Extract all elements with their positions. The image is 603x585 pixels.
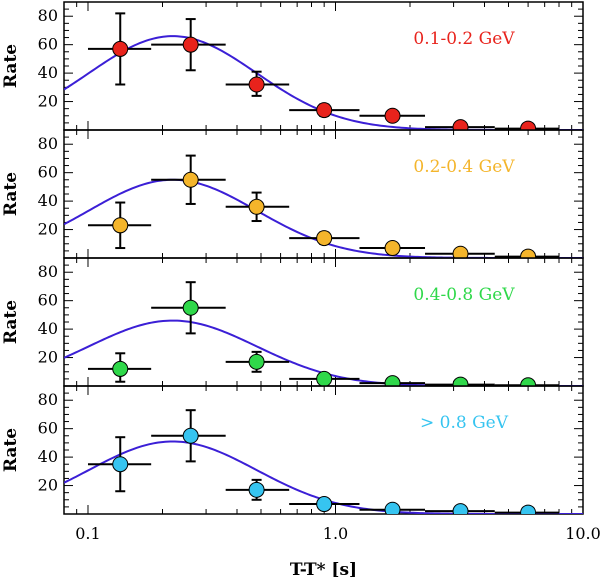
- data-point: [316, 230, 333, 247]
- data-point: [452, 376, 469, 386]
- energy-band-label: 0.2-0.4 GeV: [413, 157, 515, 177]
- data-point: [316, 496, 333, 513]
- y-tick-label: 80: [38, 262, 58, 281]
- energy-band-label: 0.1-0.2 GeV: [413, 29, 515, 49]
- data-point: [520, 504, 537, 514]
- data-point: [248, 353, 265, 370]
- data-point: [112, 360, 129, 377]
- data-point: [182, 427, 199, 444]
- y-tick-label: 60: [38, 35, 58, 54]
- y-tick-label: 20: [38, 220, 58, 239]
- x-tick-label: 10.0: [565, 524, 601, 543]
- x-axis-label: T-T* [s]: [290, 560, 357, 580]
- y-tick-label: 40: [38, 63, 58, 82]
- data-point: [452, 245, 469, 258]
- data-point: [384, 107, 401, 124]
- y-tick-label: 80: [38, 6, 58, 25]
- data-point: [452, 503, 469, 514]
- data-point: [316, 370, 333, 386]
- x-tick-label: 1.0: [323, 524, 348, 543]
- data-point: [112, 456, 129, 473]
- panel-frame-4: [63, 385, 584, 515]
- data-point: [520, 120, 537, 130]
- data-point: [112, 217, 129, 234]
- y-tick-label: 40: [38, 319, 58, 338]
- x-tick-label: 0.1: [75, 524, 100, 543]
- y-tick-label: 60: [38, 419, 58, 438]
- y-axis-label: Rate: [1, 300, 21, 344]
- y-axis-label: Rate: [1, 428, 21, 472]
- y-tick-label: 60: [38, 163, 58, 182]
- data-point: [248, 76, 265, 93]
- data-point: [384, 375, 401, 386]
- y-tick-label: 40: [38, 447, 58, 466]
- y-tick-label: 20: [38, 348, 58, 367]
- energy-band-label: > 0.8 GeV: [420, 413, 509, 433]
- model-curve: [64, 178, 583, 258]
- y-axis-label: Rate: [1, 44, 21, 88]
- data-point: [248, 198, 265, 215]
- y-tick-label: 40: [38, 191, 58, 210]
- data-point: [384, 501, 401, 514]
- y-tick-label: 80: [38, 134, 58, 153]
- panel-frame-3: [63, 257, 584, 387]
- y-axis-label: Rate: [1, 172, 21, 216]
- y-tick-label: 60: [38, 291, 58, 310]
- data-point: [182, 36, 199, 53]
- data-point: [384, 240, 401, 257]
- data-point: [182, 299, 199, 316]
- y-tick-label: 20: [38, 92, 58, 111]
- data-point: [520, 248, 537, 258]
- data-point: [182, 171, 199, 188]
- data-point: [248, 481, 265, 498]
- data-point: [452, 119, 469, 130]
- y-tick-label: 80: [38, 390, 58, 409]
- data-point: [316, 102, 333, 119]
- energy-band-label: 0.4-0.8 GeV: [413, 285, 515, 305]
- y-tick-label: 20: [38, 476, 58, 495]
- data-point: [112, 40, 129, 57]
